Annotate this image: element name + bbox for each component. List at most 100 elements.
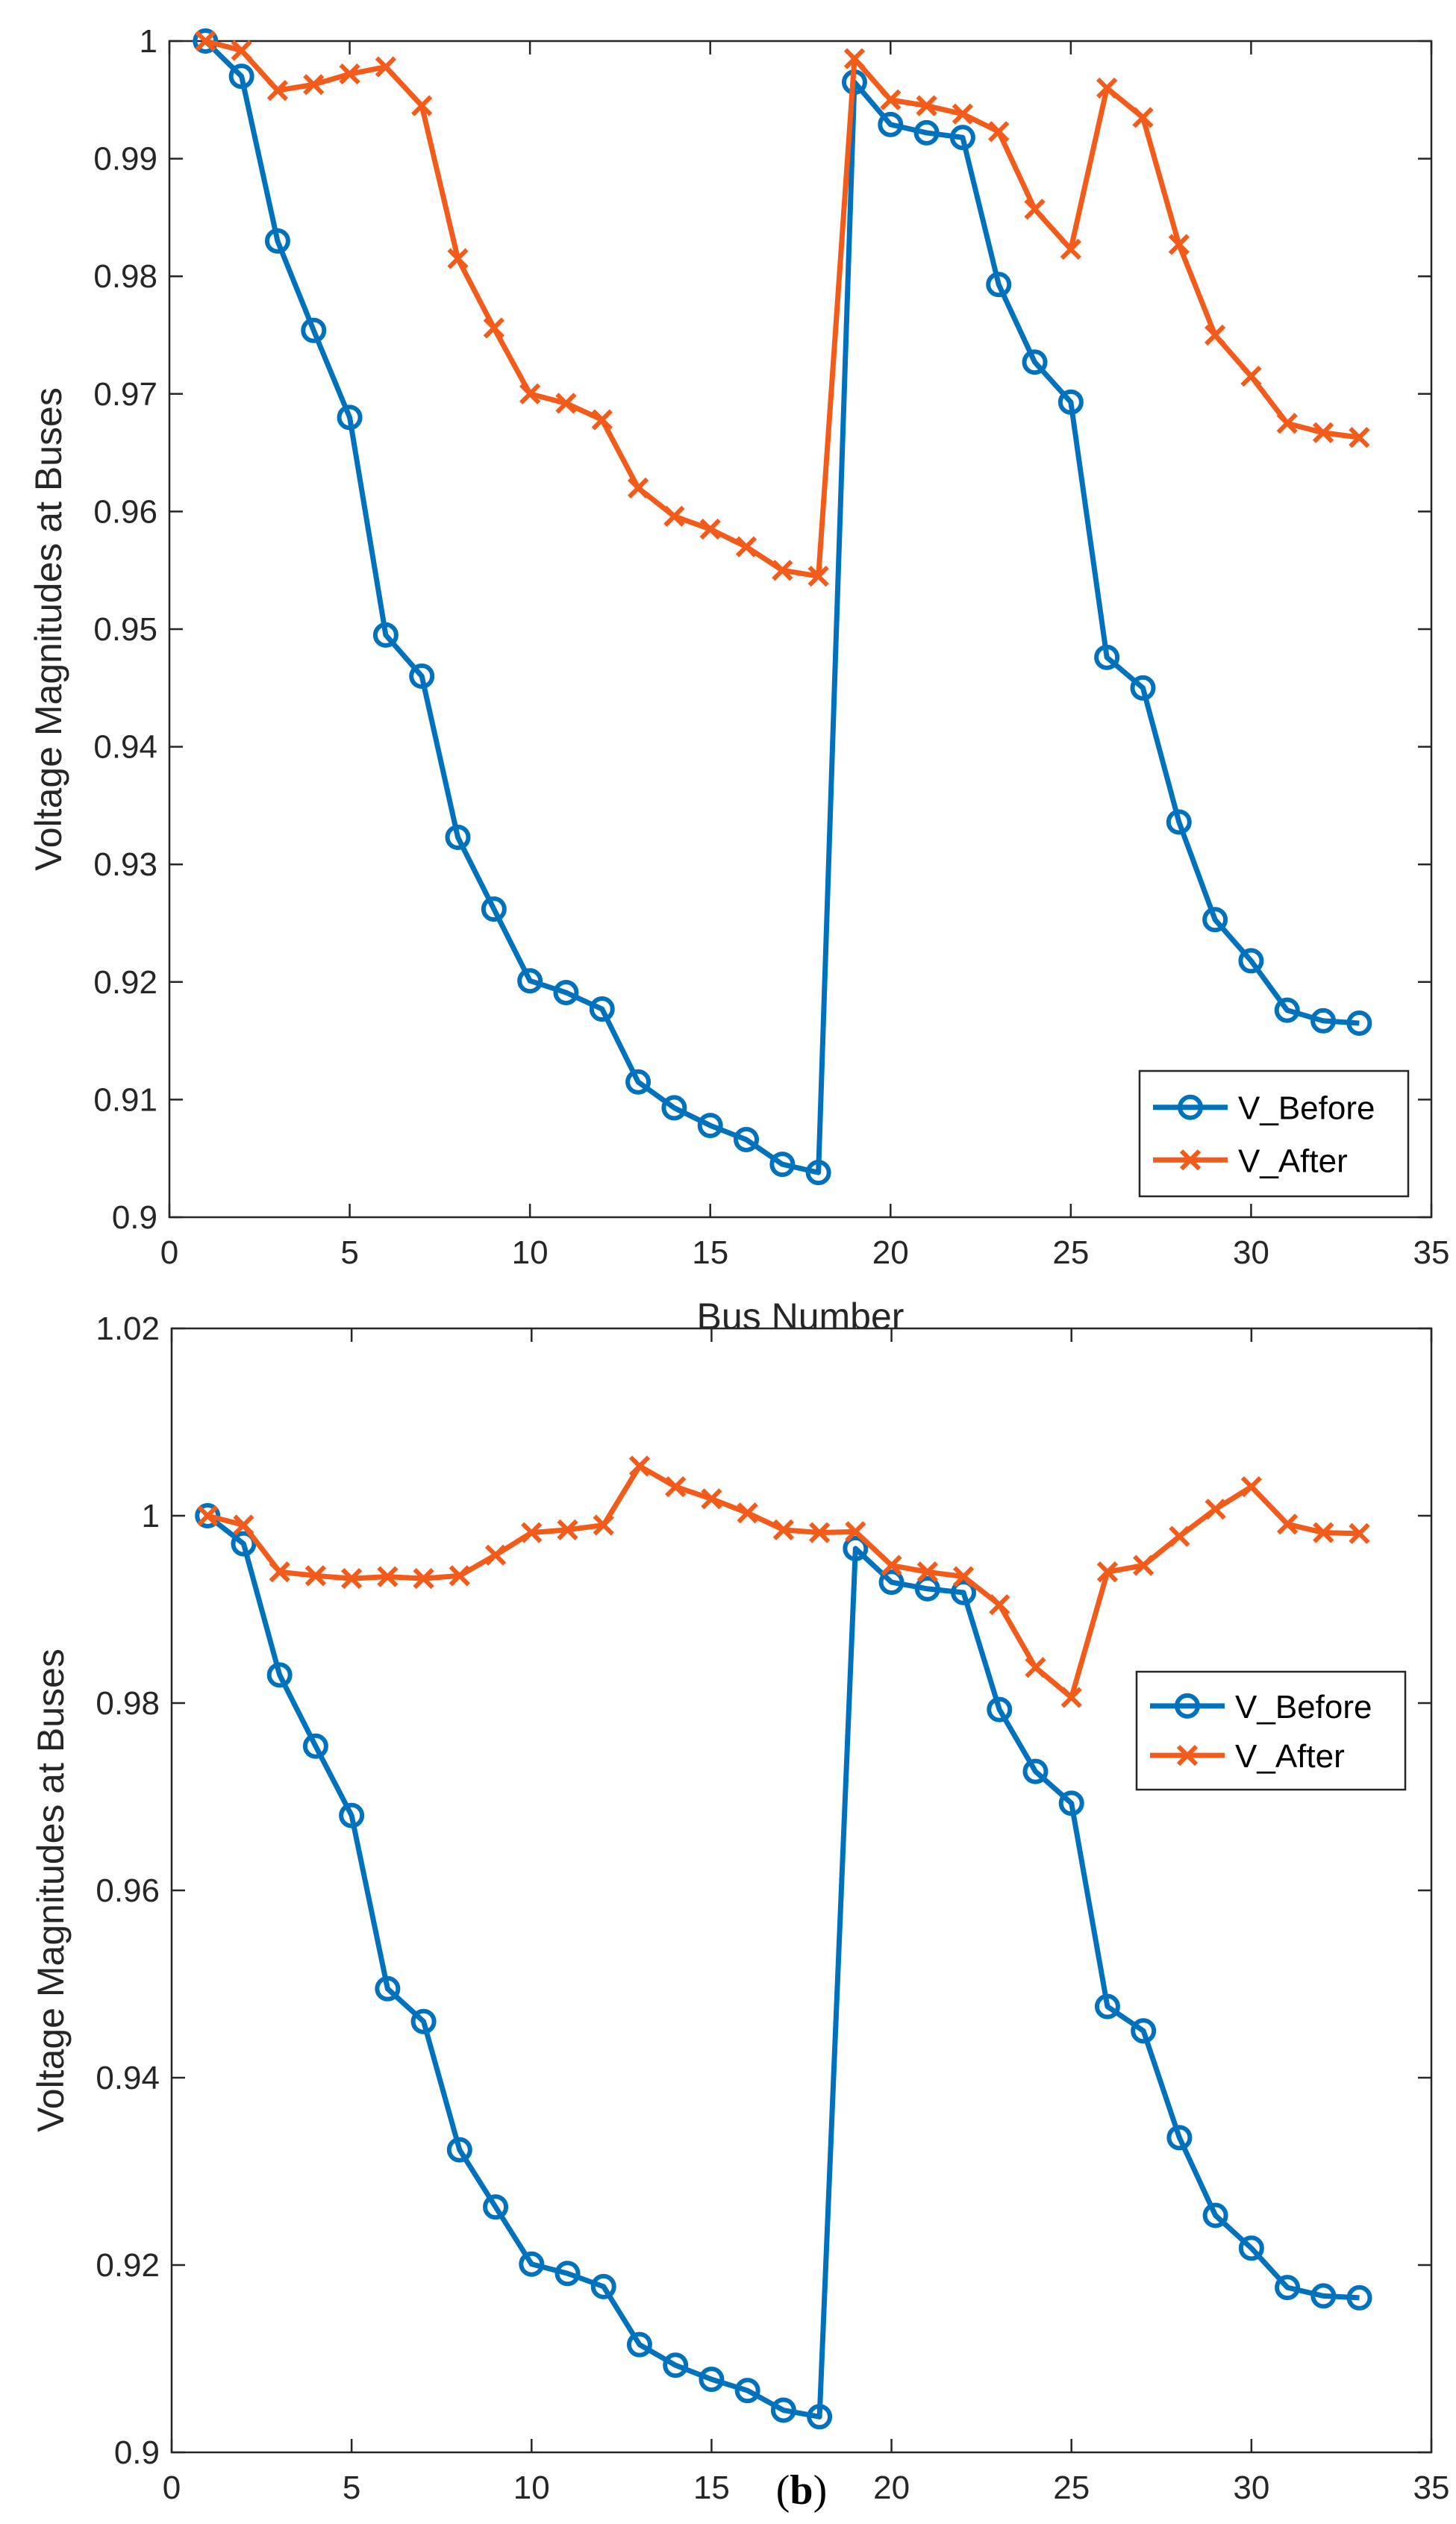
data-point — [375, 1975, 401, 2002]
data-point — [663, 505, 685, 527]
data-point — [372, 622, 399, 648]
y-tick-label: 0.93 — [93, 846, 157, 883]
data-point — [193, 28, 219, 54]
data-point — [952, 103, 974, 125]
data-point — [590, 2273, 616, 2299]
data-point — [914, 1575, 940, 1602]
series-line — [203, 39, 1360, 1175]
data-point — [302, 1733, 328, 1759]
legend-box — [1138, 1069, 1410, 1198]
data-point — [734, 2378, 760, 2404]
data-point — [446, 2137, 472, 2163]
data-point — [988, 121, 1010, 143]
legend-label: V_Before — [1238, 1090, 1375, 1127]
data-point — [266, 1662, 293, 1688]
data-point — [735, 536, 757, 557]
x-tick-label: 15 — [692, 1234, 728, 1271]
x-tick-label: 0 — [163, 2470, 181, 2506]
data-point — [1310, 2283, 1337, 2309]
data-point — [1240, 1475, 1262, 1498]
data-point — [301, 317, 327, 343]
data-point — [916, 95, 937, 116]
data-point — [989, 1594, 1010, 1616]
data-point — [339, 63, 360, 85]
y-tick-label: 0.91 — [93, 1081, 157, 1118]
data-point — [484, 1544, 507, 1566]
x-tick-label: 25 — [1052, 1234, 1089, 1271]
data-point — [521, 1522, 543, 1543]
data-point — [986, 272, 1012, 298]
chart-b: 051015202530350.90.920.940.960.9811.02Bu… — [30, 1311, 1450, 2514]
series-v-before — [193, 28, 1372, 1186]
data-point — [1276, 1514, 1299, 1535]
y-tick-label: 0.9 — [112, 1199, 157, 1236]
data-point — [734, 1126, 760, 1152]
data-point — [1313, 1522, 1334, 1543]
data-point — [410, 2008, 437, 2034]
data-point — [1346, 1010, 1372, 1036]
y-tick-label: 0.92 — [93, 964, 157, 1001]
plot-area — [168, 40, 1433, 1219]
data-point — [1022, 1758, 1049, 1784]
data-point — [625, 1069, 652, 1095]
plot-area — [170, 1327, 1433, 2454]
data-point — [483, 2194, 509, 2220]
data-point — [1022, 349, 1048, 375]
y-tick-label: 0.94 — [93, 729, 157, 766]
data-point — [557, 1519, 578, 1540]
data-point — [807, 2404, 833, 2430]
data-point — [231, 1531, 257, 1557]
data-point — [445, 824, 471, 850]
data-point — [266, 80, 289, 101]
y-tick-label: 0.98 — [93, 258, 157, 295]
x-tick-label: 35 — [1413, 2470, 1450, 2506]
data-point — [337, 404, 363, 431]
data-point — [626, 2331, 652, 2358]
data-point — [341, 1567, 363, 1590]
data-point — [916, 1561, 938, 1583]
data-point — [1133, 1555, 1155, 1576]
y-tick-label: 0.96 — [96, 1872, 160, 1909]
data-point — [1168, 234, 1190, 255]
legend-marker — [1176, 1745, 1199, 1767]
data-point — [483, 317, 504, 339]
caption: (b) — [776, 2467, 827, 2514]
x-tick-label: 15 — [693, 2470, 730, 2506]
data-point — [808, 1522, 831, 1543]
data-point — [339, 1802, 365, 1828]
y-axis-label: Voltage Magnitudes at Buses — [30, 1649, 72, 2132]
data-point — [843, 1535, 869, 1561]
data-point — [1169, 1525, 1190, 1547]
data-point — [264, 228, 290, 254]
data-point — [772, 1519, 795, 1540]
data-point — [665, 1475, 687, 1498]
legend-label: V_Before — [1235, 1689, 1372, 1725]
data-point — [1238, 948, 1264, 974]
data-point — [1240, 366, 1262, 387]
data-point — [409, 663, 435, 690]
y-tick-label: 0.95 — [93, 611, 157, 648]
data-point — [231, 40, 252, 61]
y-tick-label: 1 — [140, 23, 157, 60]
data-point — [1130, 675, 1156, 701]
data-point — [1276, 413, 1298, 434]
y-tick-label: 0.96 — [93, 493, 157, 530]
data-point — [880, 89, 902, 110]
x-tick-label: 30 — [1233, 2470, 1269, 2506]
y-tick-label: 0.99 — [93, 141, 157, 178]
data-point — [519, 383, 541, 404]
data-point — [913, 119, 940, 146]
chart-a: 0 5 10 15 20 25 30 35 0.9 0.91 0.92 0.93 0.94 0.95 0.9… — [28, 23, 1449, 1461]
y-tick-label: 0.97 — [93, 376, 157, 413]
series-v-after — [197, 1455, 1370, 1708]
data-point — [1166, 809, 1192, 835]
data-point — [481, 896, 507, 922]
data-point — [1166, 2125, 1193, 2151]
data-point — [881, 1555, 902, 1576]
data-point — [304, 1565, 327, 1587]
data-point — [1096, 1561, 1119, 1583]
data-point — [843, 48, 866, 69]
y-tick-label: 1.02 — [96, 1311, 160, 1347]
data-point — [589, 996, 615, 1022]
